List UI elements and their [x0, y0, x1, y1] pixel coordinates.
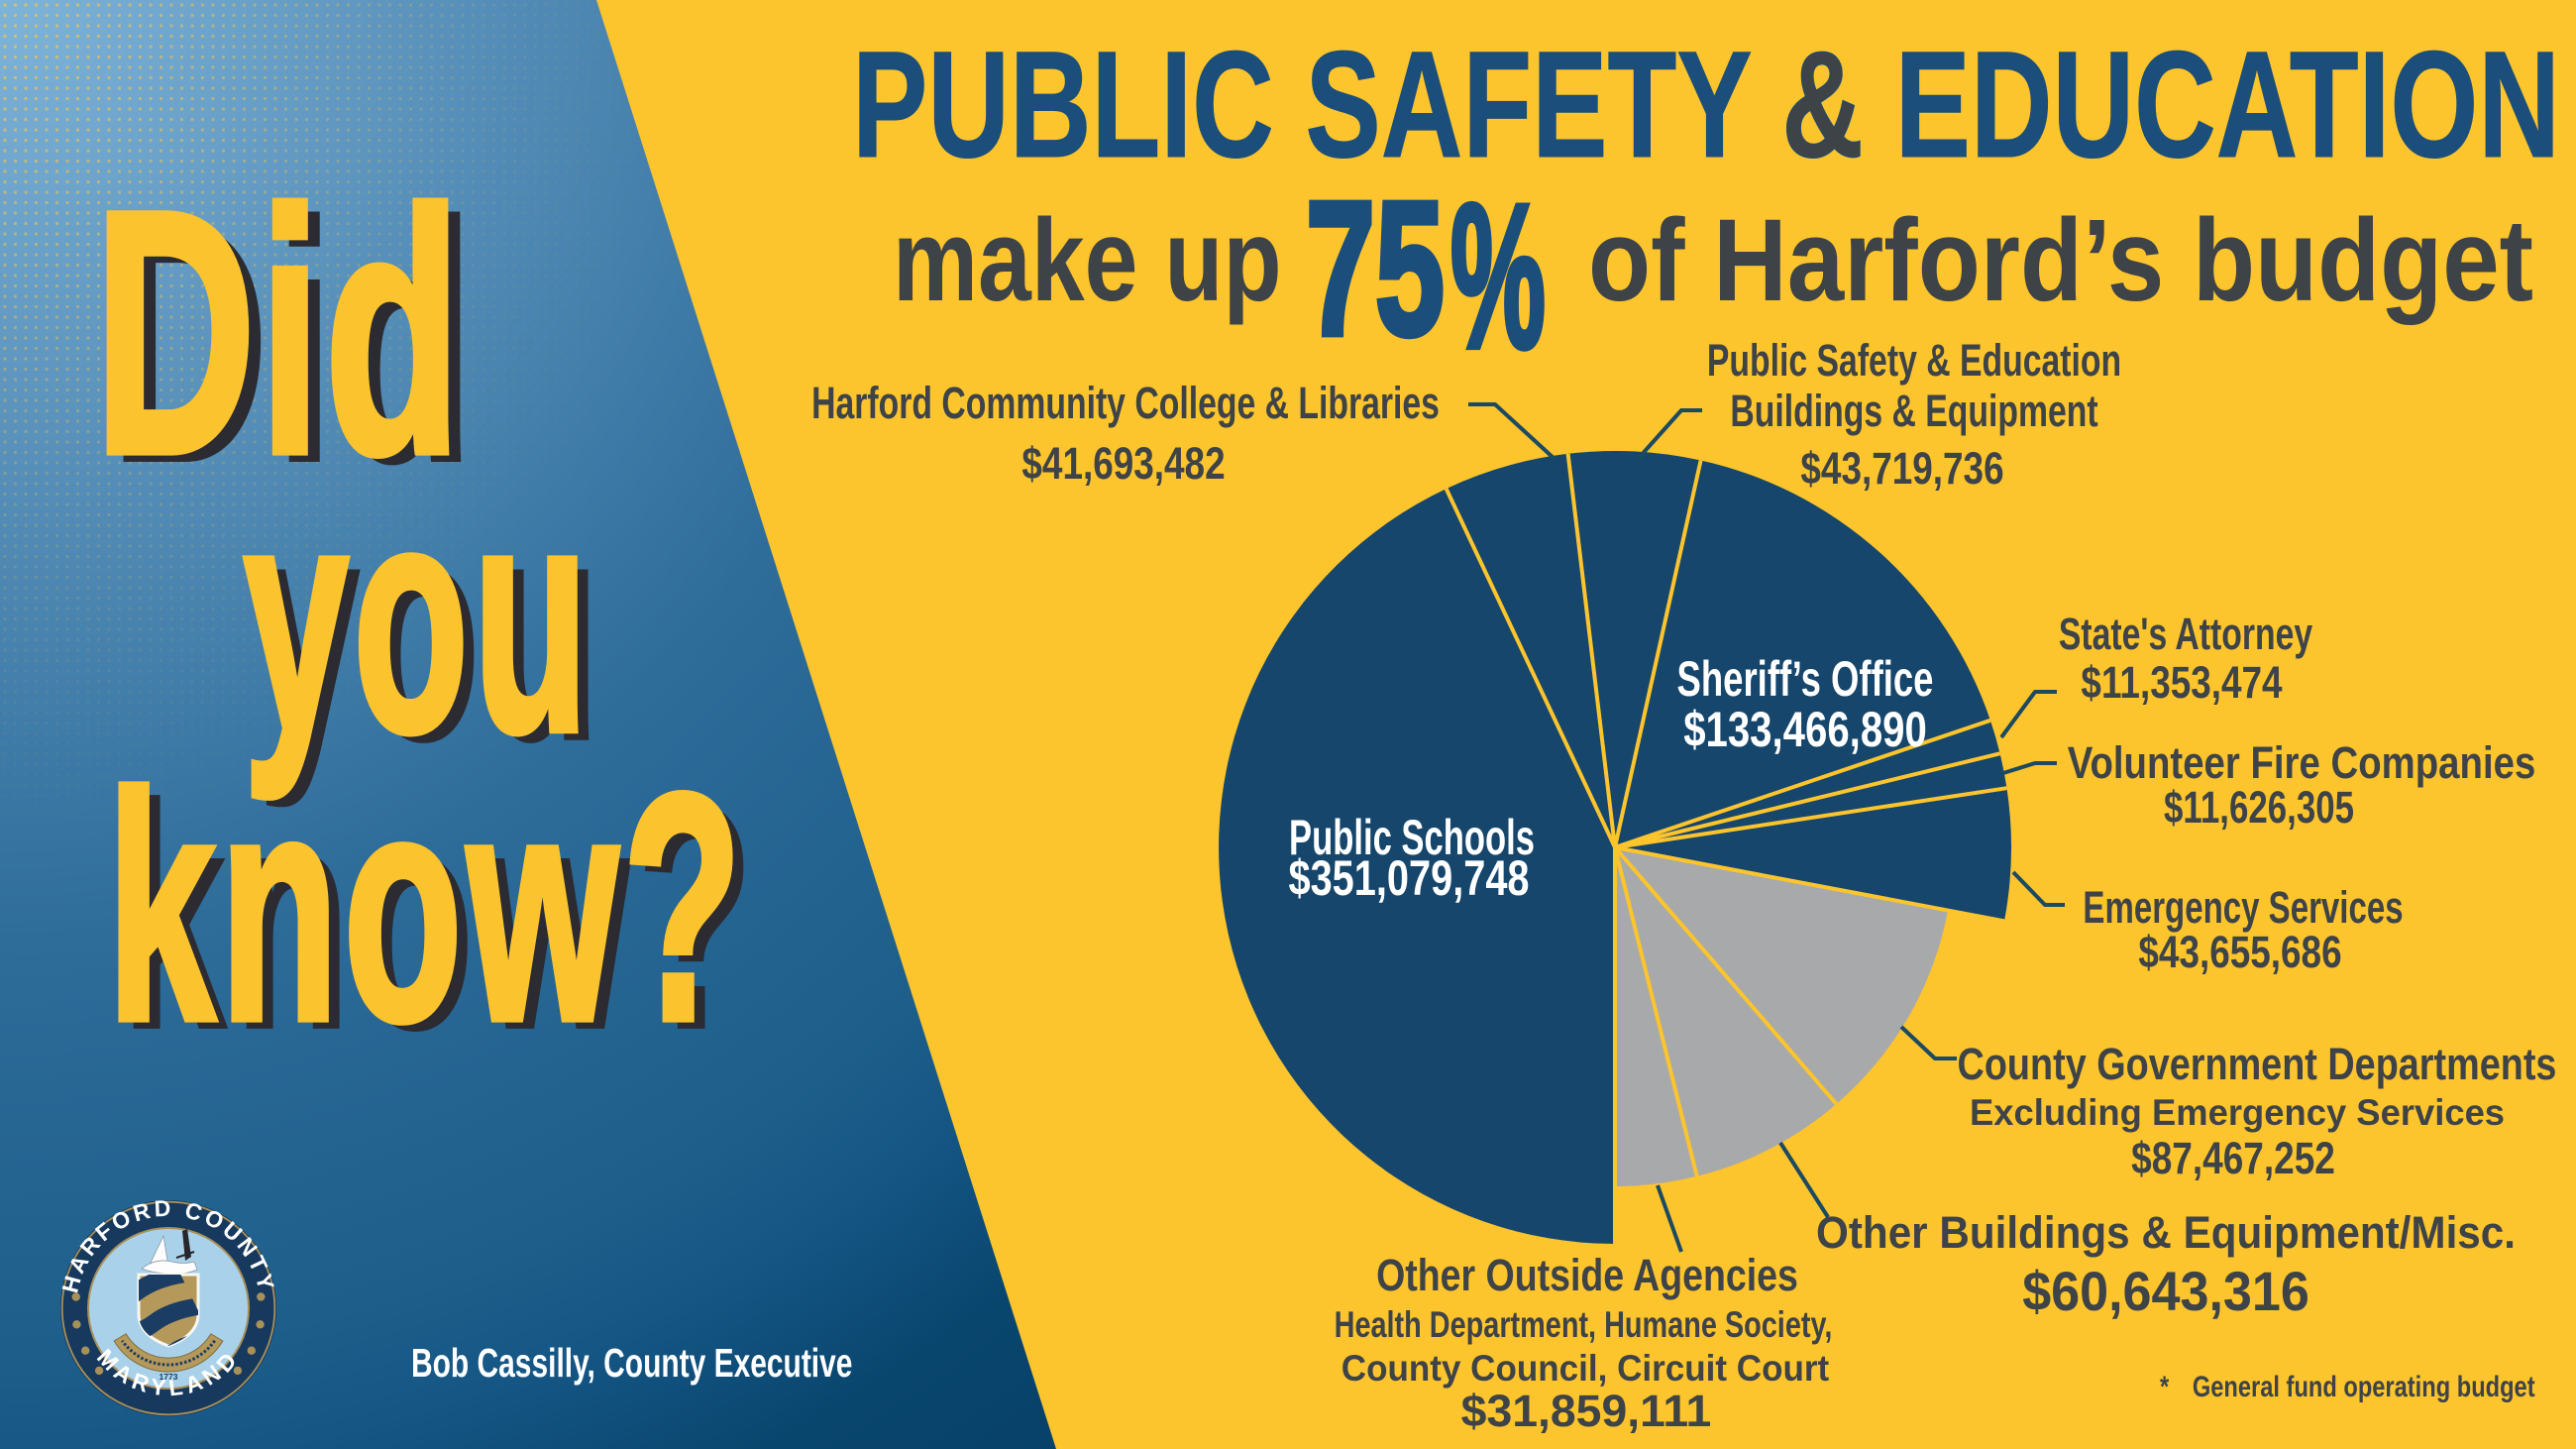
svg-text:1773: 1773 [160, 1372, 178, 1382]
